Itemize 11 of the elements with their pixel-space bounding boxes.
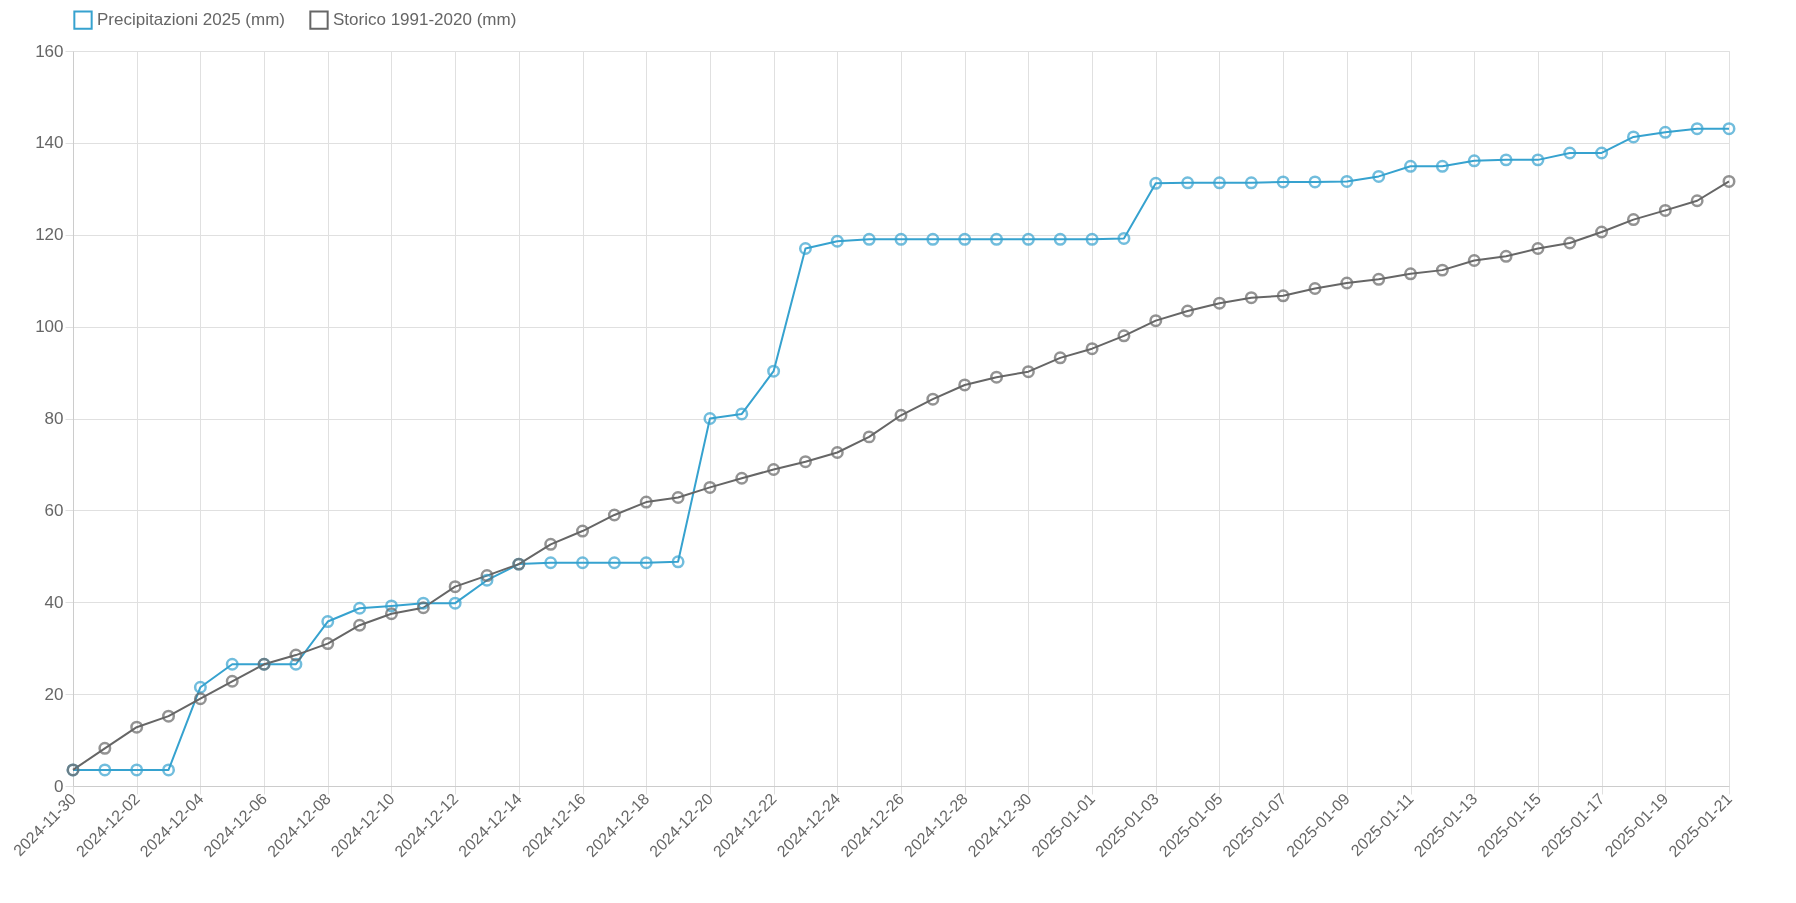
y-tick-label: 140 (35, 133, 64, 153)
legend-label: Precipitazioni 2025 (mm) (97, 10, 286, 30)
y-tick-label: 20 (44, 684, 64, 704)
y-tick-label: 160 (35, 41, 64, 61)
y-tick-label: 100 (35, 317, 64, 337)
legend-label: Storico 1991-2020 (mm) (333, 10, 517, 30)
y-tick-label: 0 (54, 776, 64, 796)
y-tick-label: 80 (44, 409, 64, 428)
y-tick-label: 120 (35, 225, 64, 245)
y-tick-label: 40 (44, 592, 64, 612)
y-tick-label: 60 (44, 500, 64, 520)
